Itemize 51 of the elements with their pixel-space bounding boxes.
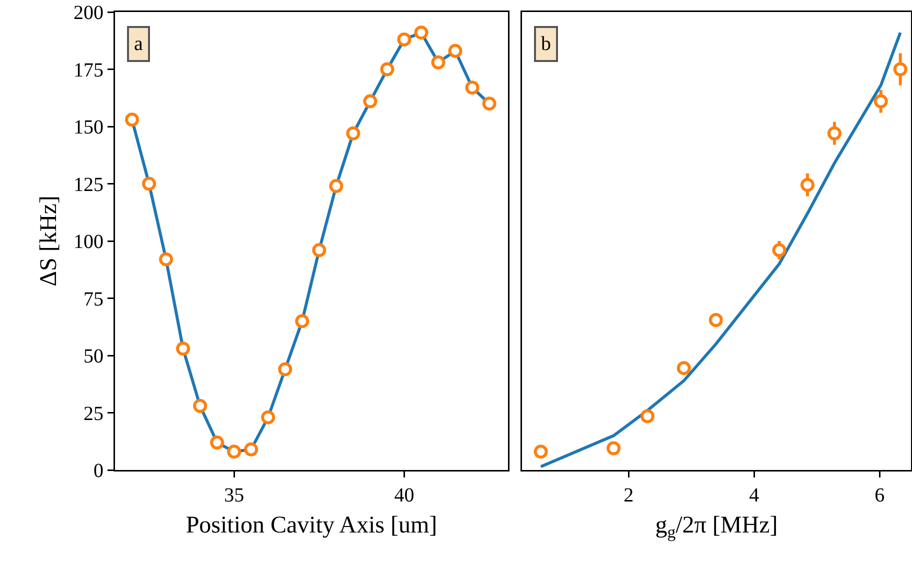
- point: [534, 444, 548, 459]
- point: [772, 243, 786, 258]
- y-tick-label: 0: [94, 460, 104, 482]
- point: [227, 444, 242, 459]
- x-tick-label: 35: [224, 484, 244, 506]
- point: [176, 342, 190, 356]
- y-tick-label: 50: [84, 346, 104, 368]
- point: [676, 361, 691, 376]
- point: [312, 243, 326, 258]
- y-tick-label: 100: [74, 231, 104, 253]
- point: [397, 32, 412, 46]
- point: [800, 178, 814, 192]
- x-axis-title: Position Cavity Axis [um]: [186, 512, 438, 539]
- point: [893, 62, 908, 76]
- point: [414, 26, 428, 40]
- y-axis-title: ΔS [kHz]: [36, 196, 62, 286]
- point: [874, 94, 888, 108]
- point: [827, 126, 842, 140]
- x-tick-label: 6: [874, 484, 885, 506]
- point: [142, 176, 156, 191]
- point: [346, 126, 360, 140]
- x-axis-title: g$_{g}$/2π [MHz]: [655, 512, 778, 542]
- point: [244, 442, 258, 456]
- point: [482, 96, 496, 111]
- point: [210, 436, 224, 450]
- point: [329, 179, 344, 194]
- annotation: a: [134, 33, 143, 55]
- x-tick-label: 2: [624, 484, 634, 506]
- x-tick-label: 4: [749, 484, 760, 506]
- point: [380, 62, 394, 76]
- y-tick-label: 150: [74, 116, 104, 138]
- point: [431, 55, 446, 70]
- point: [448, 44, 462, 58]
- point: [193, 398, 208, 413]
- point: [278, 362, 292, 376]
- y-tick-label: 175: [74, 59, 104, 82]
- y-tick-label: 125: [74, 174, 104, 196]
- point: [363, 94, 378, 108]
- y-tick-label: 200: [74, 2, 104, 24]
- point: [708, 313, 723, 328]
- y-tick-label: 75: [84, 288, 104, 310]
- x-tick-label: 40: [394, 484, 414, 506]
- point: [606, 441, 621, 456]
- point: [640, 409, 654, 424]
- point: [159, 252, 174, 266]
- point: [125, 112, 140, 127]
- point: [261, 410, 276, 424]
- annotation: b: [541, 33, 551, 55]
- point: [295, 314, 310, 328]
- y-tick-label: 25: [84, 402, 104, 425]
- point: [465, 80, 480, 95]
